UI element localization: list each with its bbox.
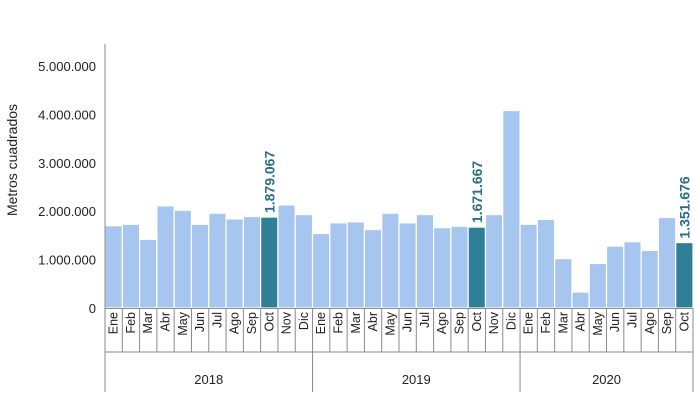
bar xyxy=(640,249,660,309)
bar xyxy=(432,227,452,309)
bar xyxy=(536,218,556,309)
bar xyxy=(605,245,625,309)
bar xyxy=(363,228,383,309)
bar xyxy=(519,223,538,309)
bar xyxy=(415,213,435,309)
month-label: Oct xyxy=(470,311,484,331)
month-label: Oct xyxy=(262,311,276,331)
month-label: Jul xyxy=(418,312,432,328)
bar xyxy=(225,218,244,309)
bar xyxy=(554,258,573,309)
bar xyxy=(657,216,677,309)
month-label: Mar xyxy=(349,312,363,334)
year-label: 2018 xyxy=(194,372,223,387)
data-labels: 1.879.067 1.671.667 1.351.676 xyxy=(261,151,692,239)
y-axis-label: Metros cuadrados xyxy=(4,104,20,216)
bar xyxy=(138,238,158,309)
year-label: 2019 xyxy=(402,372,431,387)
month-label: Feb xyxy=(539,312,553,334)
month-label: May xyxy=(176,311,190,335)
bar-value-label: 1.879.067 xyxy=(261,151,277,213)
y-tick-labels: 0 1.000.000 2.000.000 3.000.000 4.000.000 5.0… xyxy=(38,59,96,316)
bar xyxy=(190,223,210,309)
bars-layer xyxy=(104,109,694,309)
month-label: Jun xyxy=(401,312,415,332)
month-label: Ene xyxy=(522,312,536,334)
bar xyxy=(294,213,314,309)
bar xyxy=(173,209,193,309)
month-label: Nov xyxy=(487,311,501,334)
month-label: Sep xyxy=(245,312,259,334)
bar xyxy=(398,222,417,309)
bar-highlight xyxy=(260,216,279,309)
month-label: Ago xyxy=(228,312,242,334)
bar-value-label: 1.671.667 xyxy=(469,161,485,223)
month-label: Mar xyxy=(556,312,570,334)
bar xyxy=(623,241,642,309)
bar xyxy=(588,262,608,309)
bar xyxy=(104,225,123,309)
bar xyxy=(502,109,521,309)
month-label: Mar xyxy=(141,312,155,334)
bar xyxy=(381,212,400,309)
bar xyxy=(208,212,227,309)
month-label: Abr xyxy=(366,312,380,331)
bar xyxy=(242,215,262,309)
month-label: Feb xyxy=(124,312,138,334)
month-label: Ago xyxy=(643,312,657,334)
bar-value-label: 1.351.676 xyxy=(676,176,692,238)
bar xyxy=(156,205,175,309)
bar-highlight xyxy=(467,226,487,309)
y-tick-label: 5.000.000 xyxy=(38,59,96,74)
month-label: Ago xyxy=(435,312,449,334)
bar xyxy=(121,223,141,309)
month-label: Ene xyxy=(107,312,121,334)
year-labels: 2018 2019 2020 xyxy=(194,372,621,387)
month-label: Jul xyxy=(625,312,639,328)
y-tick-label: 1.000.000 xyxy=(38,253,96,268)
bar xyxy=(277,204,296,309)
bar-highlight xyxy=(675,241,694,309)
month-label: Nov xyxy=(280,311,294,334)
month-label: Dic xyxy=(297,312,311,330)
month-label: Feb xyxy=(331,312,345,334)
y-tick-label: 0 xyxy=(89,301,96,316)
month-label: Dic xyxy=(504,312,518,330)
year-label: 2020 xyxy=(592,372,621,387)
bar xyxy=(311,232,331,309)
month-label: Sep xyxy=(453,312,467,334)
month-label: May xyxy=(591,311,605,335)
month-label: Jun xyxy=(608,312,622,332)
bar xyxy=(571,291,590,309)
axes-layer xyxy=(104,44,694,392)
y-tick-label: 3.000.000 xyxy=(38,156,96,171)
month-label: Abr xyxy=(574,312,588,331)
month-label: Jul xyxy=(210,312,224,328)
bar xyxy=(346,221,366,309)
bar xyxy=(450,225,469,309)
month-label: Jun xyxy=(193,312,207,332)
month-label: Ene xyxy=(314,312,328,334)
month-label: May xyxy=(383,311,397,335)
bar xyxy=(484,213,504,309)
bar xyxy=(329,222,348,309)
y-tick-label: 2.000.000 xyxy=(38,204,96,219)
y-tick-label: 4.000.000 xyxy=(38,107,96,122)
month-label: Oct xyxy=(677,311,691,331)
month-label: Abr xyxy=(159,312,173,331)
month-label: Sep xyxy=(660,312,674,334)
month-labels: Ene Feb Mar Abr May Jun Jul Ago Sep Oct Nov Dic Ene F… xyxy=(107,311,692,335)
